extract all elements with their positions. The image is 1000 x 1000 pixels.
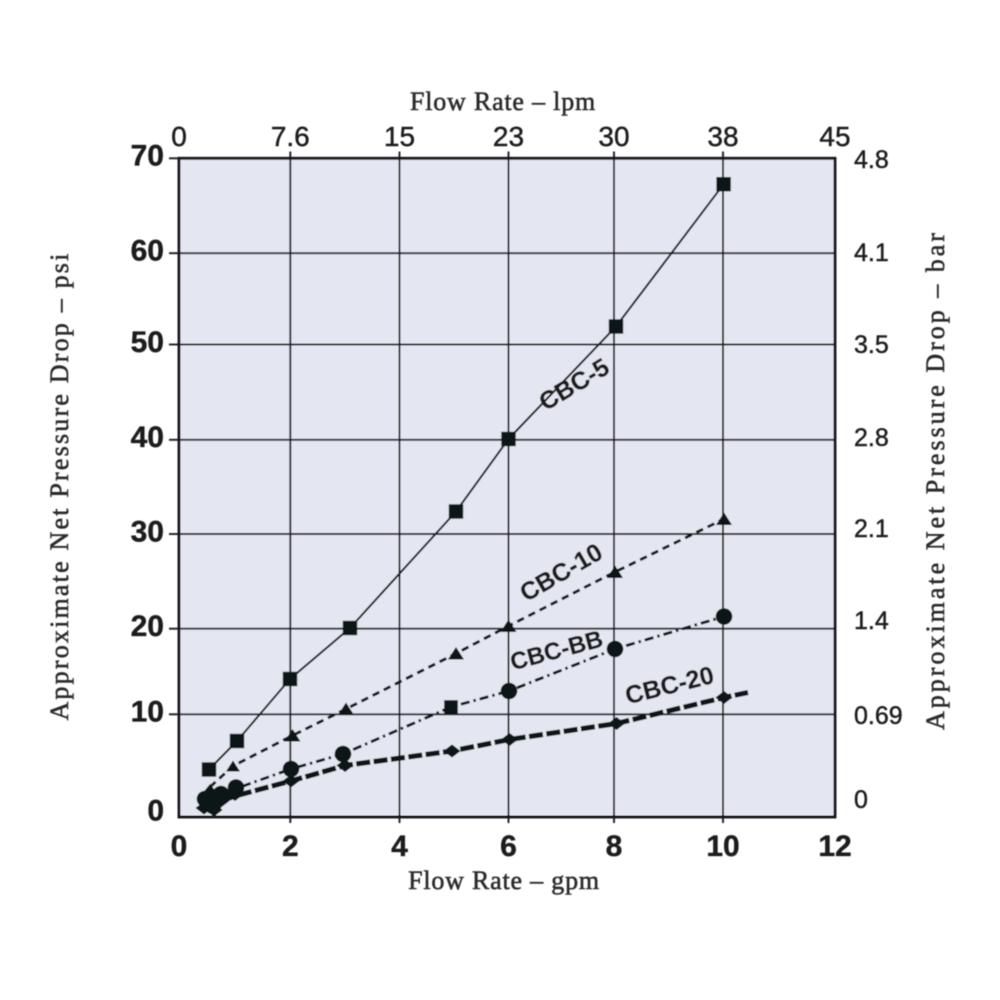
svg-text:60: 60 (131, 235, 164, 268)
svg-text:6: 6 (500, 830, 517, 863)
svg-text:7.6: 7.6 (271, 121, 310, 152)
svg-text:2: 2 (282, 830, 299, 863)
svg-text:10: 10 (131, 696, 164, 729)
svg-text:38: 38 (707, 121, 738, 152)
svg-text:Approximate Net Pressure Drop: Approximate Net Pressure Drop – psi (45, 251, 74, 720)
svg-text:0: 0 (147, 794, 164, 827)
svg-text:10: 10 (706, 830, 739, 863)
svg-text:Approximate Net Pressure Drop: Approximate Net Pressure Drop – bar (921, 230, 950, 730)
svg-text:2.1: 2.1 (854, 515, 889, 543)
svg-text:4.1: 4.1 (854, 239, 889, 267)
svg-text:2.8: 2.8 (854, 424, 889, 452)
svg-text:30: 30 (131, 515, 164, 548)
svg-text:0: 0 (171, 121, 187, 152)
svg-text:40: 40 (131, 421, 164, 454)
svg-text:4.8: 4.8 (854, 146, 889, 174)
svg-text:Flow Rate – gpm: Flow Rate – gpm (408, 866, 600, 895)
svg-text:8: 8 (606, 830, 623, 863)
svg-text:20: 20 (131, 610, 164, 643)
svg-text:23: 23 (493, 121, 524, 152)
svg-text:1.4: 1.4 (854, 607, 889, 635)
svg-text:50: 50 (131, 326, 164, 359)
svg-text:70: 70 (131, 140, 164, 173)
svg-text:15: 15 (384, 121, 415, 152)
svg-text:Flow Rate – lpm: Flow Rate – lpm (410, 87, 596, 116)
svg-text:0: 0 (854, 786, 868, 814)
svg-text:0: 0 (171, 830, 188, 863)
svg-text:0.69: 0.69 (854, 702, 903, 730)
svg-text:45: 45 (819, 121, 850, 152)
svg-text:4: 4 (391, 830, 408, 863)
svg-text:12: 12 (818, 830, 851, 863)
svg-text:30: 30 (598, 121, 629, 152)
svg-text:3.5: 3.5 (854, 331, 889, 359)
